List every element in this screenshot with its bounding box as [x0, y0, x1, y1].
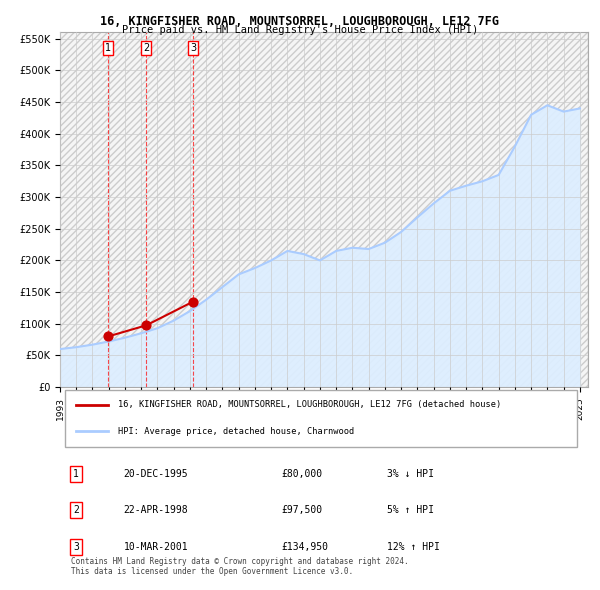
- Text: 1: 1: [105, 43, 111, 53]
- Text: 10-MAR-2001: 10-MAR-2001: [124, 542, 188, 552]
- Text: 16, KINGFISHER ROAD, MOUNTSORREL, LOUGHBOROUGH, LE12 7FG (detached house): 16, KINGFISHER ROAD, MOUNTSORREL, LOUGHB…: [118, 400, 502, 409]
- Point: [188, 297, 198, 306]
- Text: 3% ↓ HPI: 3% ↓ HPI: [388, 469, 434, 479]
- Text: Contains HM Land Registry data © Crown copyright and database right 2024.
This d: Contains HM Land Registry data © Crown c…: [71, 556, 408, 576]
- Point: [103, 332, 113, 341]
- Text: Price paid vs. HM Land Registry's House Price Index (HPI): Price paid vs. HM Land Registry's House …: [122, 25, 478, 35]
- Text: 1: 1: [73, 469, 79, 479]
- Text: 12% ↑ HPI: 12% ↑ HPI: [388, 542, 440, 552]
- Text: £134,950: £134,950: [282, 542, 329, 552]
- Text: £97,500: £97,500: [282, 506, 323, 516]
- Text: 16, KINGFISHER ROAD, MOUNTSORREL, LOUGHBOROUGH, LE12 7FG: 16, KINGFISHER ROAD, MOUNTSORREL, LOUGHB…: [101, 15, 499, 28]
- Text: HPI: Average price, detached house, Charnwood: HPI: Average price, detached house, Char…: [118, 427, 355, 435]
- Text: 5% ↑ HPI: 5% ↑ HPI: [388, 506, 434, 516]
- Text: 2: 2: [143, 43, 149, 53]
- Point: [142, 320, 151, 330]
- Text: 20-DEC-1995: 20-DEC-1995: [124, 469, 188, 479]
- Text: 3: 3: [190, 43, 196, 53]
- Text: £80,000: £80,000: [282, 469, 323, 479]
- Text: 2: 2: [73, 506, 79, 516]
- Text: 3: 3: [73, 542, 79, 552]
- FancyBboxPatch shape: [65, 390, 577, 447]
- Text: 22-APR-1998: 22-APR-1998: [124, 506, 188, 516]
